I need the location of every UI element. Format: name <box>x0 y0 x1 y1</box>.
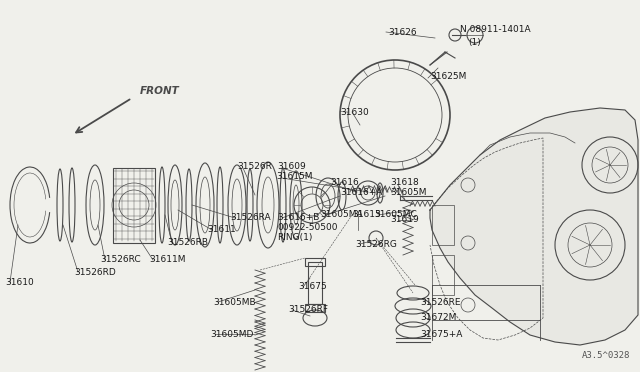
Bar <box>432 255 454 295</box>
Text: 31526RG: 31526RG <box>355 240 397 249</box>
Text: 31610: 31610 <box>5 278 34 287</box>
Text: A3.5^0328: A3.5^0328 <box>582 351 630 360</box>
Text: 31526RB: 31526RB <box>167 238 208 247</box>
Text: 31605M: 31605M <box>390 188 426 197</box>
Text: 31605MA: 31605MA <box>320 210 363 219</box>
Text: 31605MC: 31605MC <box>374 210 417 219</box>
Text: 31526RA: 31526RA <box>230 213 271 222</box>
Text: 31618: 31618 <box>390 178 419 187</box>
Text: 31616: 31616 <box>330 178 359 187</box>
Bar <box>432 205 454 245</box>
Bar <box>305 258 325 266</box>
Text: 31526RD: 31526RD <box>74 268 116 277</box>
Text: 31526RF: 31526RF <box>288 305 328 314</box>
Text: 31526RC: 31526RC <box>100 255 141 264</box>
Text: FRONT: FRONT <box>140 86 180 96</box>
Text: 00922-50500: 00922-50500 <box>277 223 337 232</box>
Text: 31609: 31609 <box>277 162 306 171</box>
Text: RING(1): RING(1) <box>277 233 312 242</box>
Text: 31615: 31615 <box>352 210 381 219</box>
Text: 31616+B: 31616+B <box>277 213 319 222</box>
Bar <box>308 262 322 304</box>
Polygon shape <box>430 108 638 345</box>
Text: 31619: 31619 <box>390 215 419 224</box>
Text: 31616+A: 31616+A <box>340 188 382 197</box>
Text: 31675+A: 31675+A <box>420 330 462 339</box>
Text: 31675: 31675 <box>298 282 327 291</box>
Text: 31672M: 31672M <box>420 313 456 322</box>
Text: 31625M: 31625M <box>430 72 467 81</box>
Text: 31605MB: 31605MB <box>213 298 255 307</box>
Text: 31615M: 31615M <box>276 172 312 181</box>
Text: 31611M: 31611M <box>149 255 186 264</box>
Text: 31526R: 31526R <box>237 162 272 171</box>
Bar <box>113 168 155 243</box>
Text: 31605MD: 31605MD <box>210 330 253 339</box>
Text: N 08911-1401A: N 08911-1401A <box>460 25 531 34</box>
Text: 31630: 31630 <box>340 108 369 117</box>
Text: 31611: 31611 <box>207 225 236 234</box>
Bar <box>305 304 325 312</box>
Text: 31626: 31626 <box>388 28 417 37</box>
Text: (1): (1) <box>468 38 481 47</box>
Text: 31526RE: 31526RE <box>420 298 461 307</box>
